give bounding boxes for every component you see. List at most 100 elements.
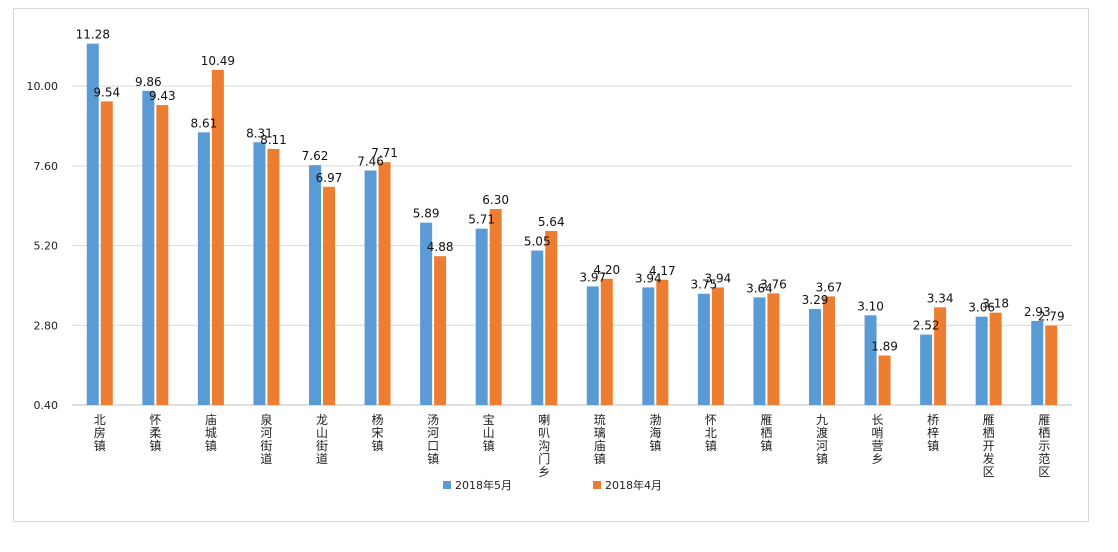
data-label: 9.43: [149, 89, 176, 103]
bar: [586, 286, 599, 405]
x-tick-label: 杨: [372, 412, 384, 427]
y-tick-label: 7.60: [34, 160, 59, 173]
bar: [420, 222, 433, 405]
x-tick-label: 喇: [538, 412, 550, 427]
bar: [156, 105, 169, 405]
bar: [531, 250, 544, 405]
data-label: 3.97: [579, 270, 606, 284]
data-label: 3.29: [802, 293, 829, 307]
x-tick-label: 镇: [427, 452, 439, 466]
data-label: 5.89: [413, 207, 440, 221]
x-tick-label: 雁: [760, 413, 772, 427]
x-tick-label: 桥: [927, 413, 939, 427]
data-label: 6.30: [482, 193, 509, 207]
legend-label: 2018年5月: [455, 478, 512, 492]
x-tick-label: 镇: [705, 439, 717, 453]
bars: [86, 43, 1058, 406]
bar: [1045, 325, 1058, 405]
x-tick-label: 区: [983, 465, 995, 479]
bar: [711, 287, 724, 405]
data-label: 3.10: [857, 299, 884, 313]
x-tick-label: 示: [1038, 439, 1050, 453]
bar: [309, 165, 321, 405]
x-tick-label: 琉: [594, 413, 606, 427]
bar: [364, 170, 377, 405]
data-label: 3.06: [968, 301, 995, 315]
x-tick-label: 柔: [149, 426, 161, 440]
bar: [753, 297, 766, 405]
data-label: 1.89: [871, 340, 898, 354]
bar: [267, 148, 280, 406]
y-axis: 0.40 2.80 5.20 7.60 10.00: [27, 80, 59, 412]
x-tick-label: 范: [1038, 452, 1050, 466]
data-label: 3.94: [635, 271, 662, 285]
data-label: 3.67: [816, 280, 843, 294]
bar: [878, 355, 891, 405]
data-label: 8.31: [246, 126, 273, 140]
x-tick-label: 怀: [149, 413, 161, 427]
x-tick-label: 镇: [94, 439, 106, 453]
data-label: 7.62: [302, 149, 329, 163]
x-tick-label: 栖: [760, 425, 772, 440]
bar: [475, 228, 488, 405]
data-label: 9.86: [135, 75, 162, 89]
data-label: 8.11: [260, 133, 287, 147]
bar: [975, 316, 988, 405]
y-tick-label: 5.20: [34, 240, 59, 253]
bar: [253, 142, 266, 405]
x-tick-label: 雁: [1038, 413, 1050, 427]
data-label: 7.71: [371, 146, 398, 160]
data-label: 10.49: [201, 54, 235, 68]
bar: [100, 101, 113, 406]
data-label: 11.28: [76, 28, 110, 42]
data-label: 3.94: [705, 271, 732, 285]
legend-label: 2018年4月: [605, 478, 662, 492]
data-label: 9.54: [93, 85, 120, 99]
bar: [642, 287, 655, 405]
x-tick-label: 河: [816, 439, 828, 453]
x-tick-label: 城: [205, 426, 217, 440]
data-label: 5.05: [524, 235, 551, 249]
x-tick-label: 渤: [649, 413, 661, 427]
legend: 2018年5月 2018年4月: [443, 478, 662, 492]
data-label: 8.61: [191, 116, 218, 130]
data-label: 3.18: [982, 297, 1009, 311]
x-tick-label: 梓: [927, 425, 939, 440]
x-tick-label: 镇: [205, 439, 217, 453]
x-tick-label: 璃: [594, 426, 606, 440]
bar: [434, 256, 447, 405]
x-tick-label: 镇: [149, 439, 161, 453]
x-tick-label: 街: [260, 439, 272, 453]
x-tick-label: 叭: [538, 426, 550, 440]
x-tick-label: 宋: [372, 425, 384, 440]
data-label: 2.79: [1038, 310, 1065, 324]
bar: [767, 293, 780, 405]
bar: [197, 132, 210, 405]
x-tick-label: 宝: [483, 413, 495, 427]
x-tick-label: 门: [538, 451, 550, 466]
x-tick-label: 北: [705, 426, 717, 440]
bar: [920, 334, 933, 405]
x-tick-label: 雁: [983, 413, 995, 427]
x-tick-label: 哨: [872, 425, 884, 440]
x-tick-label: 河: [260, 426, 272, 440]
x-tick-label: 镇: [816, 452, 828, 466]
x-tick-label: 乡: [872, 452, 884, 466]
x-tick-label: 长: [872, 413, 884, 427]
bar: [378, 162, 391, 405]
data-label: 5.64: [538, 215, 565, 229]
data-label: 3.34: [927, 291, 954, 305]
x-tick-label: 房: [94, 425, 106, 440]
bar: [211, 69, 224, 405]
bar: [1031, 320, 1044, 405]
data-label: 2.52: [913, 319, 940, 333]
x-tick-label: 镇: [649, 439, 661, 453]
data-label: 3.75: [691, 278, 718, 292]
x-tick-label: 区: [1038, 465, 1050, 479]
x-tick-label: 庙: [205, 413, 217, 427]
x-tick-label: 镇: [927, 439, 939, 453]
x-tick-label: 北: [94, 413, 106, 427]
y-tick-label: 2.80: [34, 319, 59, 332]
x-tick-label: 开: [983, 439, 995, 453]
